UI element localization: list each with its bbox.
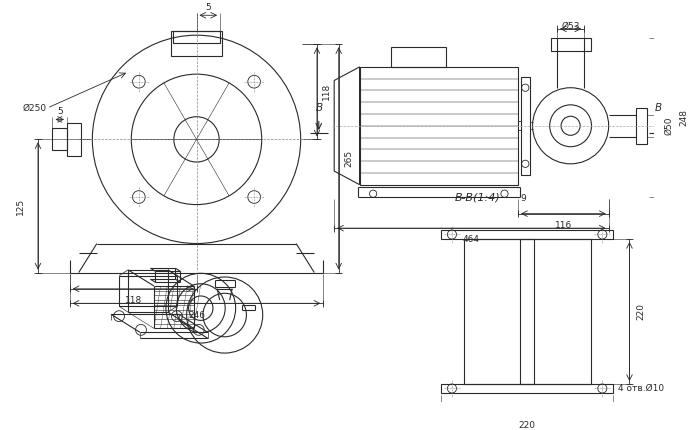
Text: Ø53: Ø53 — [561, 22, 580, 31]
Text: 220: 220 — [637, 303, 645, 320]
Text: 118: 118 — [125, 296, 141, 305]
Text: 5: 5 — [205, 3, 211, 12]
Bar — [551, 38, 591, 51]
Bar — [360, 67, 518, 184]
Text: 125: 125 — [16, 197, 25, 215]
Bar — [521, 77, 530, 175]
Text: B: B — [655, 103, 662, 113]
Bar — [441, 230, 613, 239]
Text: 246: 246 — [188, 310, 205, 319]
Bar — [520, 239, 534, 384]
Text: 4 отв.Ø10: 4 отв.Ø10 — [617, 384, 664, 393]
Text: Ø250: Ø250 — [23, 104, 47, 113]
Text: 464: 464 — [463, 235, 480, 244]
Text: 5: 5 — [57, 107, 62, 116]
Text: 265: 265 — [344, 150, 354, 167]
Bar — [52, 129, 67, 150]
Text: B-B(1:4): B-B(1:4) — [455, 193, 500, 203]
Bar — [391, 47, 446, 67]
Text: 220: 220 — [519, 421, 536, 430]
Text: 116: 116 — [554, 221, 572, 230]
Text: 118: 118 — [323, 83, 331, 101]
Text: B: B — [315, 103, 323, 113]
Text: 9: 9 — [520, 194, 526, 203]
Bar — [463, 239, 591, 384]
Bar — [171, 31, 222, 56]
Text: Ø50: Ø50 — [664, 117, 673, 135]
Text: 248: 248 — [679, 109, 688, 126]
Bar — [441, 384, 613, 393]
Bar — [173, 31, 220, 43]
Bar — [67, 123, 81, 156]
Bar — [636, 108, 647, 144]
